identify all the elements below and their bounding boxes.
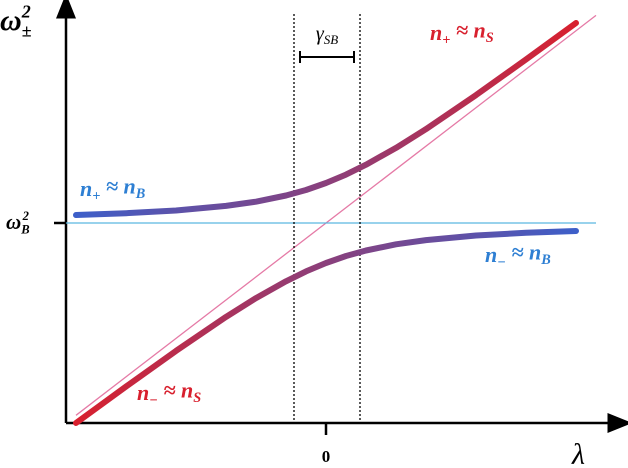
label-part: 2 (21, 1, 31, 21)
label-part: ± (22, 20, 32, 40)
label-part: + (442, 32, 450, 48)
label-part: n (80, 176, 92, 201)
series-line (73, 228, 579, 426)
label: n− ≈ nB (485, 240, 551, 271)
label: n+ ≈ nB (80, 174, 145, 205)
label: λ (571, 438, 585, 468)
label-part: ≈ n (158, 378, 193, 403)
label-part: γ (316, 23, 325, 45)
label-part: + (92, 188, 100, 204)
label: γSB (316, 23, 338, 47)
label-part: ≈ n (100, 174, 135, 199)
label: n− ≈ nS (137, 378, 201, 409)
label-part: S (193, 390, 201, 406)
label-part: 0 (322, 447, 331, 466)
label-part: B (20, 222, 29, 236)
label-part: λ (571, 438, 585, 468)
label-part: ≈ n (450, 18, 485, 43)
label: ω±2 (0, 1, 32, 40)
label: ωB2 (6, 209, 30, 236)
label-part: − (149, 392, 158, 408)
diabatic-line (75, 14, 597, 416)
label-part: n (137, 380, 149, 405)
label-part: SB (324, 32, 339, 47)
label: n+ ≈ nS (430, 18, 494, 49)
label-part: ω (0, 4, 22, 37)
label-part: − (497, 254, 506, 270)
label-part: ω (6, 210, 21, 234)
label-part: ≈ n (506, 240, 541, 265)
label-part: B (540, 252, 551, 268)
label-part: 2 (22, 209, 30, 223)
label-part: n (430, 20, 442, 45)
label: 0 (322, 447, 331, 466)
label-part: S (486, 30, 494, 46)
label-part: n (485, 242, 497, 267)
label-part: B (135, 186, 146, 202)
series-line (73, 20, 579, 218)
